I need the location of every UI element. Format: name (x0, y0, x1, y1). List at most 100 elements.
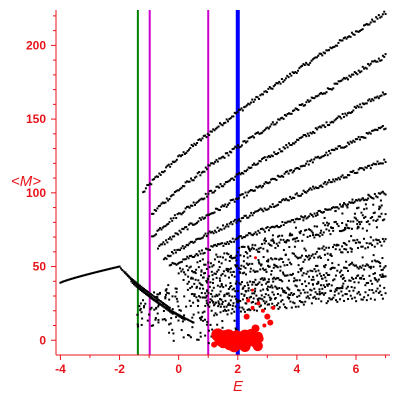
black-point (219, 290, 222, 293)
black-point (367, 99, 370, 102)
x-tick-label: 2 (234, 362, 241, 376)
black-point (76, 276, 79, 279)
black-point (199, 335, 202, 338)
black-point (270, 206, 273, 209)
black-point (165, 289, 168, 292)
black-point (156, 298, 159, 301)
black-point (215, 293, 218, 296)
black-point (345, 114, 348, 117)
black-point (297, 194, 300, 197)
black-point (159, 300, 162, 303)
black-point (223, 227, 226, 230)
black-point (312, 215, 315, 218)
black-point (210, 189, 213, 192)
black-point (265, 226, 268, 229)
black-point (174, 295, 177, 298)
black-point (157, 228, 160, 231)
black-point (306, 295, 309, 298)
black-point (364, 136, 367, 139)
black-point (231, 148, 234, 151)
black-point (262, 210, 265, 213)
black-point (161, 170, 164, 173)
black-point (219, 157, 222, 160)
black-point (350, 31, 353, 34)
black-point (325, 183, 328, 186)
black-point (251, 214, 254, 217)
black-point (288, 246, 291, 249)
black-point (107, 268, 110, 271)
black-point (179, 231, 182, 234)
black-point (345, 76, 348, 79)
black-point (206, 248, 209, 251)
black-point (231, 308, 234, 311)
black-point (227, 276, 230, 279)
black-point (180, 260, 183, 263)
black-point (156, 207, 159, 210)
black-point (326, 252, 329, 255)
black-point (306, 256, 309, 259)
black-point (361, 65, 364, 68)
black-point (328, 273, 331, 276)
black-point (229, 199, 232, 202)
black-point (341, 174, 344, 177)
black-point (340, 269, 343, 272)
black-point (249, 255, 252, 258)
black-point (284, 254, 287, 257)
black-point (286, 113, 289, 116)
black-point (348, 201, 351, 204)
black-point (265, 270, 268, 273)
black-point (315, 156, 318, 159)
black-point (286, 146, 289, 149)
black-point (338, 115, 341, 118)
black-point (279, 257, 282, 260)
black-point (201, 258, 204, 261)
black-point (352, 278, 355, 281)
black-point (181, 211, 184, 214)
black-point (365, 299, 368, 302)
black-point (364, 166, 367, 169)
black-point (263, 207, 266, 210)
black-point (153, 299, 156, 302)
black-point (322, 284, 325, 287)
black-point (269, 156, 272, 159)
black-point (239, 283, 242, 286)
black-point (313, 97, 316, 100)
black-point (232, 178, 235, 181)
black-point (325, 246, 328, 249)
black-point (158, 291, 161, 294)
black-point (176, 313, 179, 316)
black-point (264, 237, 267, 240)
black-point (332, 46, 335, 49)
black-point (342, 176, 345, 179)
black-point (273, 151, 276, 154)
black-point (221, 272, 224, 275)
black-point (326, 300, 329, 303)
black-point (286, 274, 289, 277)
black-point (251, 262, 254, 265)
black-point (216, 284, 219, 287)
black-point (257, 299, 260, 302)
black-point (209, 281, 212, 284)
black-point (215, 276, 218, 279)
black-point (165, 288, 168, 291)
black-point (349, 262, 352, 265)
black-point (168, 306, 171, 309)
black-point (298, 218, 301, 221)
black-point (309, 288, 312, 291)
black-point (198, 282, 201, 285)
black-point (294, 71, 297, 74)
black-point (375, 60, 378, 63)
black-point (277, 277, 280, 280)
black-point (335, 289, 338, 292)
black-point (192, 241, 195, 244)
black-point (286, 264, 289, 267)
black-point (329, 208, 332, 211)
black-point (155, 297, 158, 300)
black-point (263, 156, 266, 159)
black-point (179, 249, 182, 252)
black-point (344, 146, 347, 149)
black-point (310, 59, 313, 62)
black-point (213, 129, 216, 132)
black-point (267, 303, 270, 306)
